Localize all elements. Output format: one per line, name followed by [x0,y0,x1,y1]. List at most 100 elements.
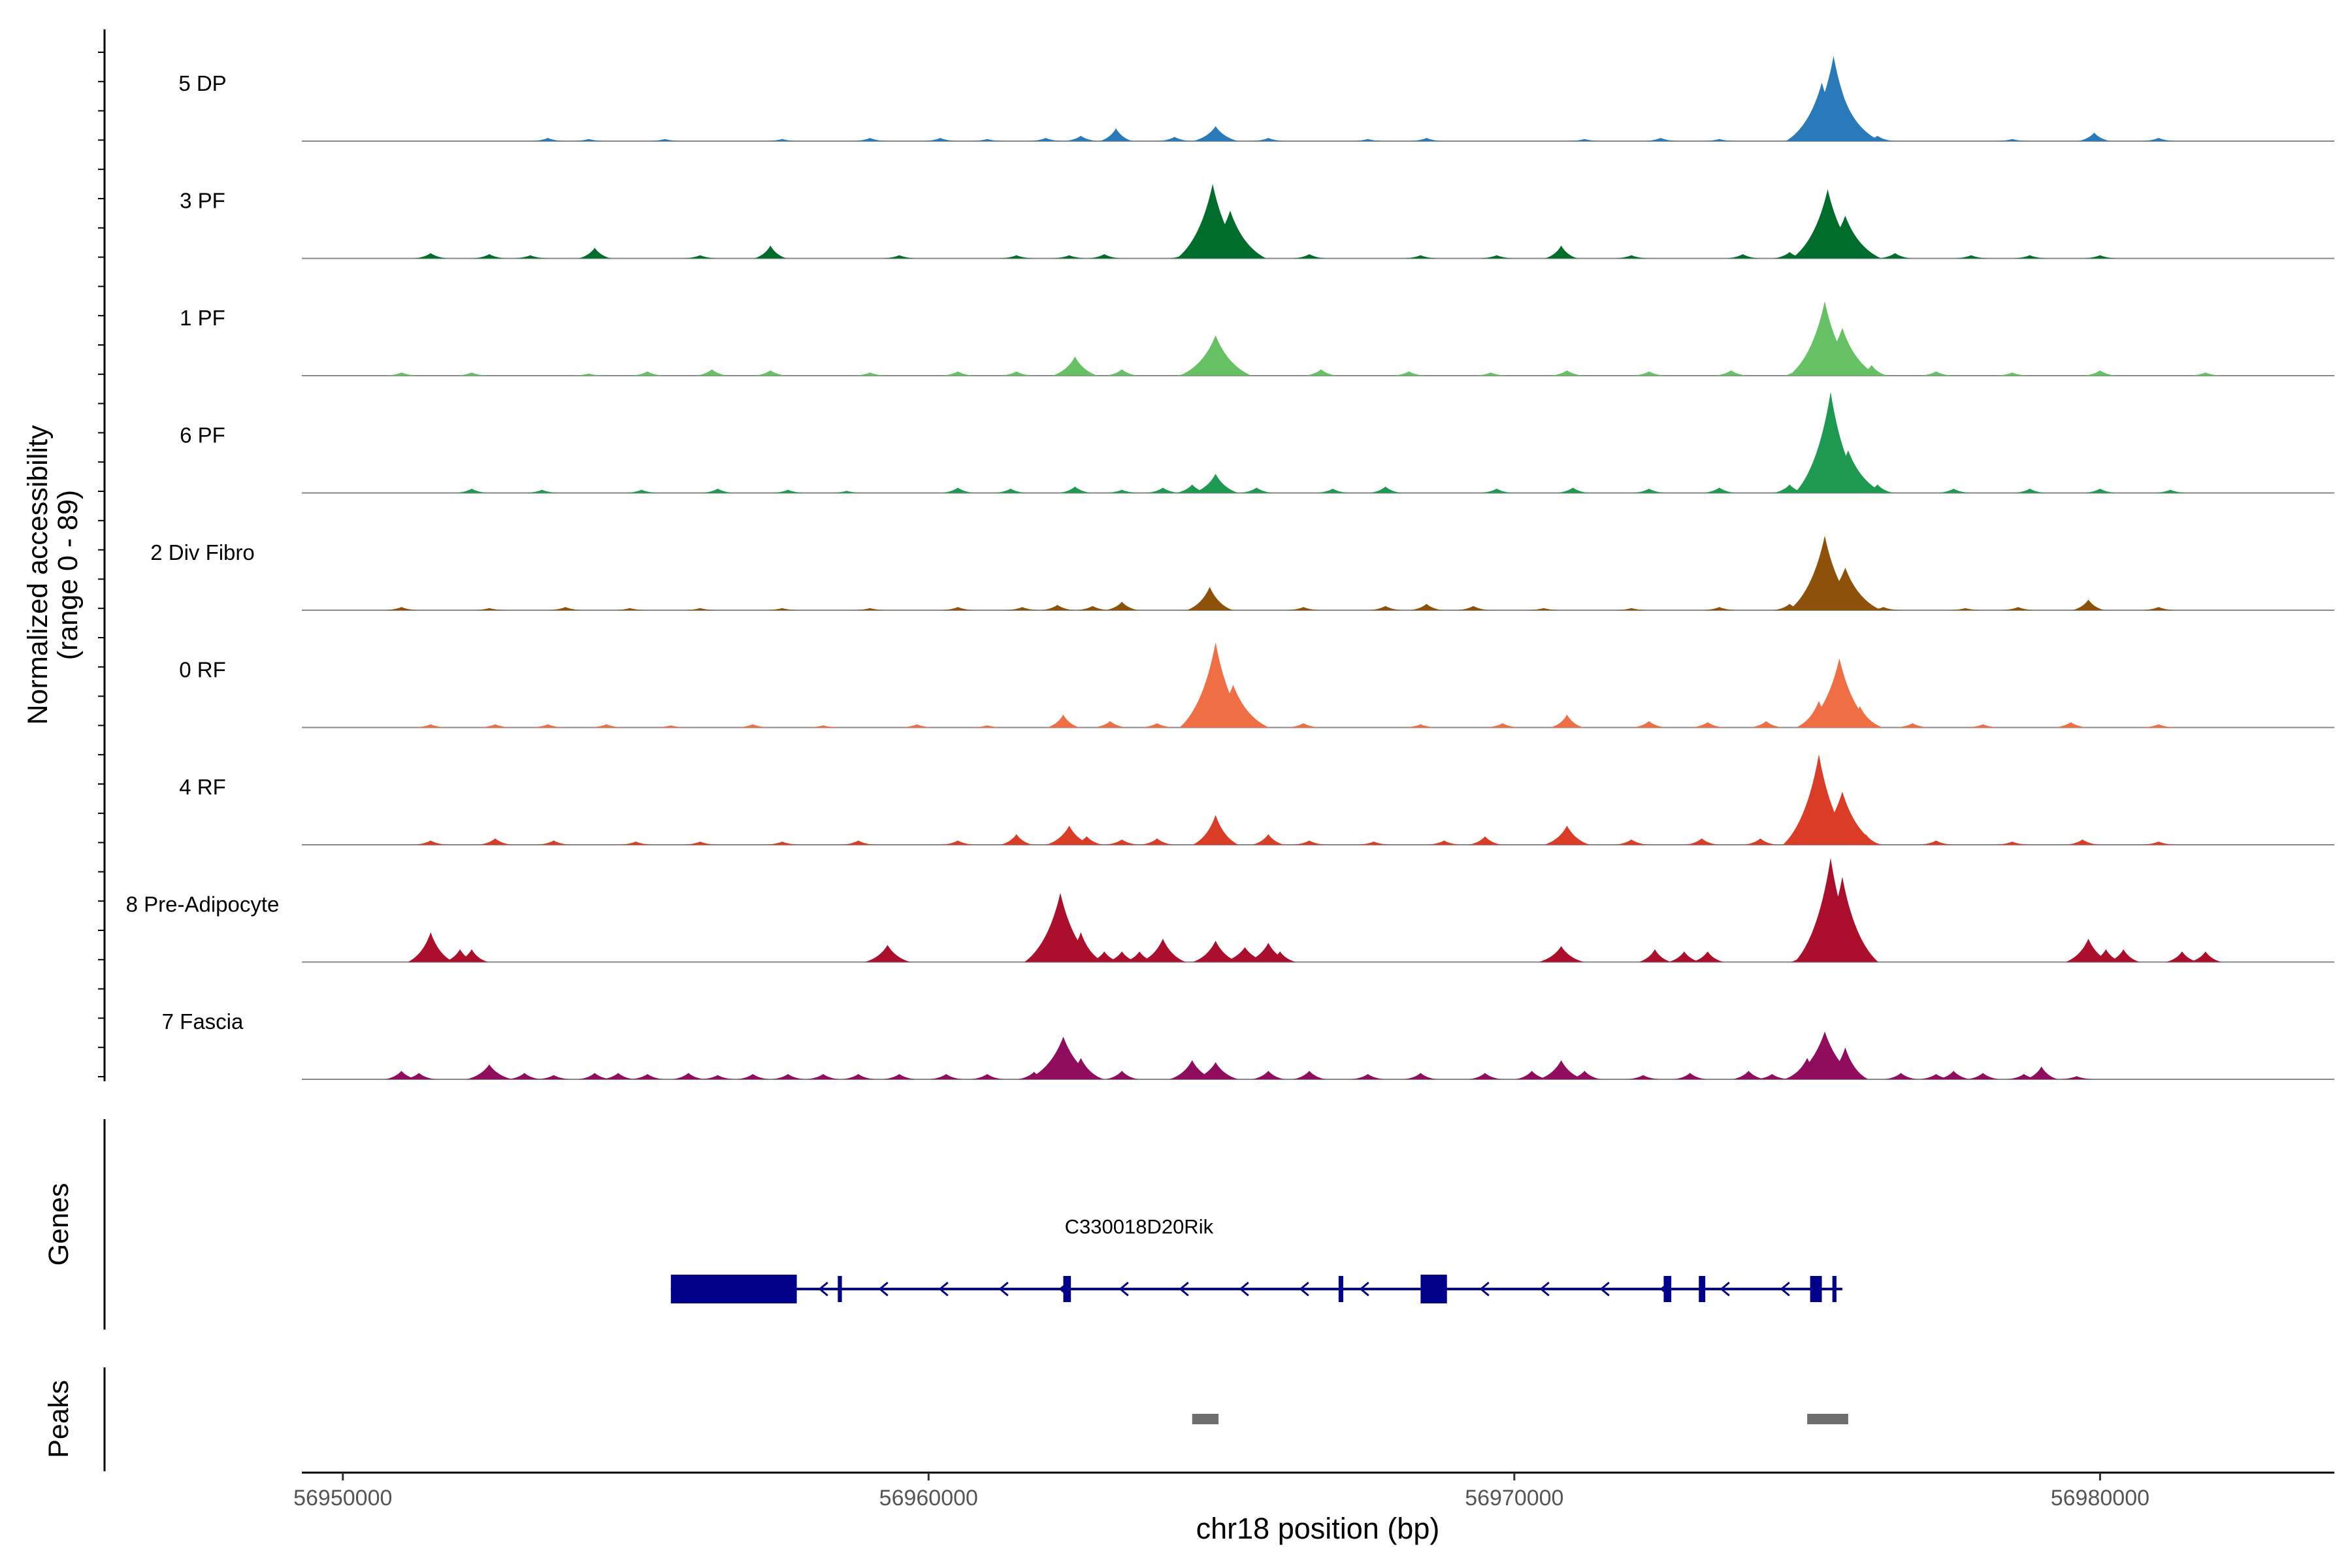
coverage-peak [625,489,658,493]
coverage-peak [1822,1047,1869,1079]
coverage-peak [2083,489,2117,493]
coverage-peak [830,491,863,493]
coverage-peak [1644,138,1677,141]
coverage-peak [1141,723,1173,728]
coverage-peak [648,139,681,141]
coverage-peak [736,1073,770,1079]
coverage-peak [2001,607,2034,610]
coverage-peak [1194,210,1266,259]
gene-exon [1832,1276,1837,1302]
coverage-peak [1615,839,1648,845]
coverage-peak [1240,487,1273,493]
coverage-peak [1486,723,1519,728]
coverage-peak [1351,1073,1384,1079]
coverage-peak [531,724,564,728]
coverage-peak [1515,1071,1548,1079]
coverage-peak [1158,137,1191,141]
coverage-peak [1105,369,1139,376]
coverage-peak [385,607,418,610]
coverage-peak [701,1075,734,1079]
coverage-peak [1058,486,1092,493]
coverage-peak [1005,607,1039,610]
coverage-peak [2072,599,2105,610]
coverage-peak [736,724,770,728]
coverage-peak [1544,825,1590,845]
coverage-peak [2083,255,2117,259]
peaks-track [1192,1414,1848,1424]
coverage-peak [1217,363,1250,376]
coverage-peak [2025,1066,2058,1079]
coverage-peak [1404,1073,1437,1079]
coverage-peak [1538,946,1584,962]
coverage-peak [466,1064,512,1079]
coverage-peak [772,489,805,493]
coverage-peak [1726,254,1759,259]
coverage-peak [971,1073,1004,1079]
y-axis-label-line2: (range 0 - 89) [52,490,84,661]
coverage-peak [1633,721,1665,728]
coverage-peak [695,369,728,376]
coverage-peak [1141,838,1173,845]
coverage-peak [525,489,559,493]
coverage-peak [766,139,799,141]
coverage-peak [941,840,975,845]
coverage-peak [578,1073,612,1079]
coverage-peak [1252,1071,1285,1079]
coverage-peak [772,1073,805,1079]
coverage-peak [2089,949,2123,962]
coverage-peak [1357,841,1390,845]
coverage-peak [1550,370,1584,376]
coverage-peak [930,1073,963,1079]
coverage-peak [1410,138,1443,141]
coverage-peak [1480,255,1513,259]
x-tick-label: 56980000 [2051,1486,2149,1511]
coverage-peak [1105,951,1139,962]
coverage-peak [537,840,570,845]
coverage-peak [1000,255,1033,259]
coverage-peak [1937,489,1970,493]
coverage-peak [1369,606,1402,610]
track-1-pf: 1 PF [180,301,2334,376]
coverage-peak [1146,487,1179,493]
gene-exon [670,1275,797,1303]
coverage-peak [508,1073,541,1079]
coverage-peak [1937,1071,1970,1079]
gene-annotation-track: C330018D20Rik [670,1215,1842,1303]
gene-exon [1420,1275,1447,1303]
coverage-peak [1639,949,1671,962]
coverage-peak [2083,370,2117,376]
peak-region [1192,1414,1219,1424]
coverage-peak [631,371,664,376]
coverage-peak [1105,602,1139,610]
coverage-peak [1744,838,1777,845]
strand-arrow [818,1281,828,1297]
coverage-peak [1667,951,1701,962]
strand-arrow [1299,1281,1309,1297]
strand-arrow [1179,1281,1189,1297]
coverage-peak [472,254,506,259]
coverage-peak [1806,327,1878,376]
coverage-peak [2189,951,2222,962]
strand-arrow [1479,1281,1490,1297]
coverage-peak [806,725,840,728]
coverage-peak [572,139,606,141]
coverage-peak [1995,139,2029,141]
x-tick-label: 56960000 [879,1486,978,1511]
coverage-peak [1457,606,1490,610]
coverage-peak [754,245,787,259]
coverage-peak [1293,840,1326,845]
coverage-peak [1252,834,1285,845]
coverage-peak [1861,135,1894,141]
coverage-peak [1088,951,1121,962]
coverage-peak [1550,714,1584,728]
coverage-peak [385,372,418,376]
coverage-peak [654,725,687,728]
coverage-peak [883,255,916,259]
coverage-peak [1685,838,1718,845]
coverage-peak [1192,1062,1239,1079]
coverage-peak [1615,608,1648,610]
coverage-peak [1105,839,1139,845]
coverage-peak [1527,608,1560,610]
x-tick-label: 56950000 [293,1486,392,1511]
coverage-peak [806,1073,840,1079]
